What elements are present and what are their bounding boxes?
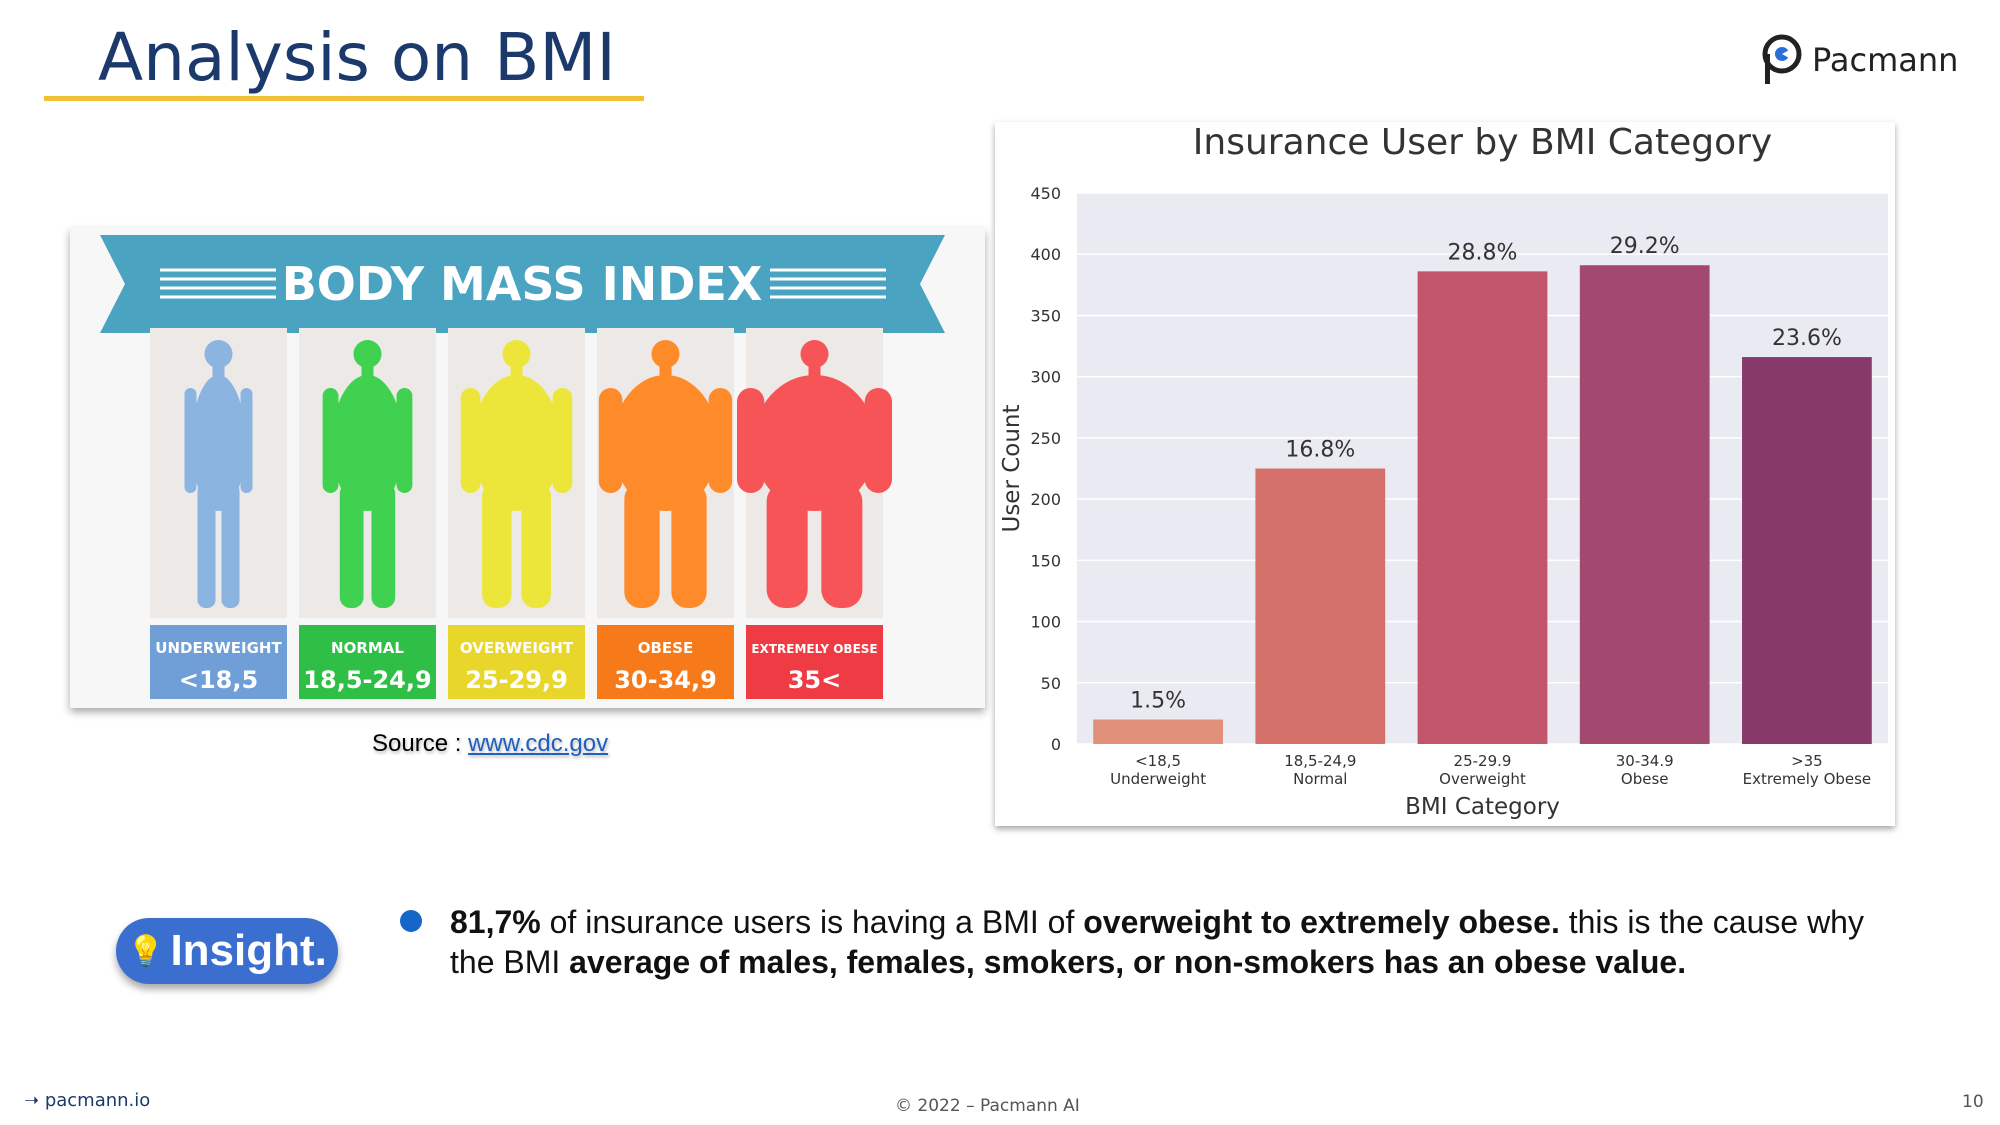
bar-data-label: 23.6% xyxy=(1772,326,1842,351)
body-silhouette-icon xyxy=(184,340,253,608)
body-silhouette-icon xyxy=(460,340,573,608)
bmi-category-label: UNDERWEIGHT xyxy=(155,639,282,657)
y-tick-label: 200 xyxy=(1030,490,1061,509)
bmi-label-box xyxy=(597,625,734,699)
bar-data-label: 1.5% xyxy=(1130,689,1186,714)
insight-bold-1: 81,7% xyxy=(450,904,541,940)
x-tick-label: 30-34.9 xyxy=(1616,752,1674,770)
source-link[interactable]: www.cdc.gov xyxy=(468,730,609,757)
chart-svg: 0 50 100 150 200 250 300 350 400 450 1.5% <18,5Unde… xyxy=(999,122,1888,820)
bmi-label-box xyxy=(448,625,585,699)
insight-text: 81,7% of insurance users is having a BMI… xyxy=(450,902,1890,982)
footer-link-text: pacmann.io xyxy=(44,1090,151,1111)
x-tick-label: Normal xyxy=(1293,770,1347,788)
x-tick-label: Underweight xyxy=(1110,770,1206,788)
pacmann-logo: Pacmann xyxy=(1762,34,1958,86)
body-silhouette-icon xyxy=(598,340,733,608)
bmi-category-label: EXTREMELY OBESE xyxy=(751,642,877,656)
y-tick-label: 450 xyxy=(1030,184,1061,203)
insight-text-2: this is the cause why the BMI xyxy=(450,904,1864,980)
body-silhouette-icon xyxy=(736,340,893,608)
bmi-label-box xyxy=(299,625,436,699)
bar xyxy=(1742,357,1872,744)
title-underline xyxy=(44,96,644,101)
bar xyxy=(1417,271,1548,744)
insight-bold-3: average of males, females, smokers, or n… xyxy=(569,944,1687,980)
page-number: 10 xyxy=(1962,1092,1984,1112)
bar-data-label: 28.8% xyxy=(1448,240,1518,265)
y-tick-label: 400 xyxy=(1030,245,1061,264)
chart-title: Insurance User by BMI Category xyxy=(1193,122,1772,163)
y-tick-label: 50 xyxy=(1041,674,1061,693)
bar-data-label: 29.2% xyxy=(1610,234,1680,259)
x-tick-label: <18,5 xyxy=(1135,752,1181,770)
insight-badge-label: Insight. xyxy=(170,926,327,975)
bmi-label-box xyxy=(746,625,883,699)
y-tick-label: 100 xyxy=(1030,613,1061,632)
x-tick-label: >35 xyxy=(1791,752,1823,770)
bmi-category-range: 18,5-24,9 xyxy=(303,666,431,694)
x-tick-label: Obese xyxy=(1621,770,1669,788)
insight-badge: 💡 Insight. xyxy=(116,918,338,984)
arrow-right-icon: ➝ xyxy=(24,1090,40,1111)
y-tick-label: 150 xyxy=(1030,551,1061,570)
pacmann-logo-icon xyxy=(1762,34,1802,84)
insight-bold-2: overweight to extremely obese. xyxy=(1083,904,1560,940)
bmi-category-range: 35< xyxy=(788,666,842,694)
y-tick-label: 250 xyxy=(1030,429,1061,448)
y-tick-label: 0 xyxy=(1051,735,1061,754)
bmi-category-label: NORMAL xyxy=(331,639,404,657)
y-tick-label: 350 xyxy=(1030,306,1061,325)
bmi-category-range: 25-29,9 xyxy=(465,666,568,694)
bmi-infographic: BODY MASS INDEX UNDERWEIGHT <18,5 NORMAL 18… xyxy=(70,228,985,708)
body-silhouette-icon xyxy=(322,340,413,608)
bmi-infographic-graphic: BODY MASS INDEX UNDERWEIGHT <18,5 NORMAL 18… xyxy=(100,235,945,699)
source-line: Source : www.cdc.gov xyxy=(372,730,608,758)
bullet-dot xyxy=(400,910,422,932)
bmi-label-box xyxy=(150,625,287,699)
x-tick-label: Extremely Obese xyxy=(1743,770,1872,788)
logo-text: Pacmann xyxy=(1812,41,1959,79)
bmi-category-label: OBESE xyxy=(638,639,693,657)
bmi-category-label: OVERWEIGHT xyxy=(460,639,574,657)
bmi-category-range: <18,5 xyxy=(179,666,258,694)
source-label: Source : xyxy=(372,730,462,757)
insight-text-1: of insurance users is having a BMI of xyxy=(540,904,1084,940)
x-tick-label: 18,5-24,9 xyxy=(1284,752,1356,770)
banner-stripes-right xyxy=(770,268,886,299)
y-axis-label: User Count xyxy=(999,404,1025,532)
bar xyxy=(1093,719,1223,744)
banner-stripes-left xyxy=(160,268,276,299)
y-tick-label: 300 xyxy=(1030,368,1061,387)
banner-title: BODY MASS INDEX xyxy=(282,257,763,311)
bmi-category-range: 30-34,9 xyxy=(614,666,717,694)
x-axis-label: BMI Category xyxy=(1405,794,1560,820)
bar xyxy=(1579,265,1710,744)
footer-copyright: © 2022 – Pacmann AI xyxy=(895,1096,1080,1116)
bar-data-label: 16.8% xyxy=(1285,438,1355,463)
bar xyxy=(1255,468,1386,744)
footer-link[interactable]: ➝ pacmann.io xyxy=(24,1090,150,1111)
x-tick-label: Overweight xyxy=(1439,770,1526,788)
page-title: Analysis on BMI xyxy=(98,19,616,96)
bmi-bar-chart: 0 50 100 150 200 250 300 350 400 450 1.5% <18,5 Unde… xyxy=(995,122,1895,826)
x-tick-label: 25-29.9 xyxy=(1454,752,1512,770)
banner-ribbon xyxy=(100,235,945,333)
lightbulb-icon: 💡 xyxy=(127,934,165,968)
